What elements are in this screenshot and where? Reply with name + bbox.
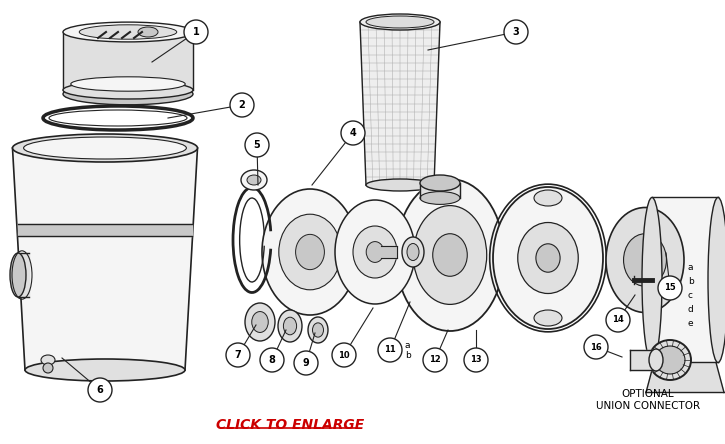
Text: 2: 2 [239,100,245,110]
Polygon shape [652,198,718,362]
Ellipse shape [63,22,193,42]
Ellipse shape [655,346,685,374]
Polygon shape [646,362,724,392]
Circle shape [294,351,318,375]
Ellipse shape [241,170,267,190]
Text: 11: 11 [384,345,396,354]
Ellipse shape [534,310,562,326]
Ellipse shape [63,83,193,105]
Circle shape [658,276,682,300]
Text: e: e [688,320,694,329]
Text: 6: 6 [96,385,104,395]
Ellipse shape [279,214,341,290]
Ellipse shape [642,198,662,362]
Text: a: a [688,263,694,273]
Ellipse shape [247,175,261,185]
Ellipse shape [25,359,185,381]
Ellipse shape [262,189,358,315]
Ellipse shape [402,237,424,267]
Ellipse shape [649,340,691,380]
Ellipse shape [536,244,560,272]
Circle shape [504,20,528,44]
Text: 1: 1 [193,27,199,37]
Ellipse shape [534,190,562,206]
Ellipse shape [396,179,504,331]
Text: 7: 7 [235,350,241,360]
Text: 14: 14 [612,316,624,325]
Text: b: b [688,278,694,286]
Polygon shape [18,224,192,236]
Text: 16: 16 [590,342,602,352]
Ellipse shape [413,206,486,305]
Ellipse shape [624,234,666,286]
Text: 12: 12 [429,356,441,365]
Ellipse shape [366,242,384,262]
Circle shape [584,335,608,359]
Circle shape [378,338,402,362]
Circle shape [230,93,254,117]
Text: 13: 13 [471,356,482,365]
Ellipse shape [138,27,158,37]
Ellipse shape [41,355,55,365]
Circle shape [184,20,208,44]
Ellipse shape [12,134,197,162]
Ellipse shape [366,16,434,28]
Ellipse shape [283,317,297,335]
Ellipse shape [79,25,177,39]
Text: 4: 4 [349,128,357,138]
Ellipse shape [493,187,603,329]
Ellipse shape [335,200,415,304]
Ellipse shape [312,323,323,337]
Ellipse shape [252,312,268,333]
Ellipse shape [245,303,275,341]
Text: 3: 3 [513,27,519,37]
Circle shape [260,348,284,372]
Ellipse shape [649,349,663,371]
Text: 10: 10 [338,350,349,360]
Ellipse shape [71,77,185,91]
Circle shape [464,348,488,372]
Ellipse shape [308,317,328,343]
Ellipse shape [606,207,684,313]
Polygon shape [630,350,656,370]
Ellipse shape [407,243,419,261]
Polygon shape [360,22,440,185]
Ellipse shape [433,234,468,276]
Text: c: c [688,292,693,301]
Polygon shape [381,246,397,258]
Text: d: d [688,305,694,314]
Ellipse shape [360,14,440,30]
Circle shape [88,378,112,402]
Ellipse shape [366,179,434,191]
Circle shape [332,343,356,367]
Ellipse shape [420,175,460,191]
Ellipse shape [420,192,460,204]
Text: CLICK TO ENLARGE: CLICK TO ENLARGE [216,418,364,432]
Circle shape [43,363,53,373]
Text: 5: 5 [254,140,260,150]
Ellipse shape [353,226,397,278]
Polygon shape [18,253,29,297]
Ellipse shape [708,198,725,362]
Polygon shape [420,183,460,198]
Text: b: b [405,350,411,360]
Ellipse shape [10,253,26,297]
Text: OPTIONAL
UNION CONNECTOR: OPTIONAL UNION CONNECTOR [596,389,700,411]
Ellipse shape [24,137,186,159]
Circle shape [341,121,365,145]
Text: 15: 15 [664,284,676,293]
Ellipse shape [296,234,324,270]
Polygon shape [12,148,197,370]
Circle shape [606,308,630,332]
Text: a: a [405,341,410,349]
Text: 9: 9 [302,358,310,368]
Polygon shape [63,32,193,90]
Ellipse shape [63,81,193,99]
Text: 8: 8 [268,355,276,365]
Ellipse shape [278,310,302,342]
Circle shape [226,343,250,367]
Ellipse shape [518,222,579,293]
Circle shape [423,348,447,372]
Circle shape [245,133,269,157]
